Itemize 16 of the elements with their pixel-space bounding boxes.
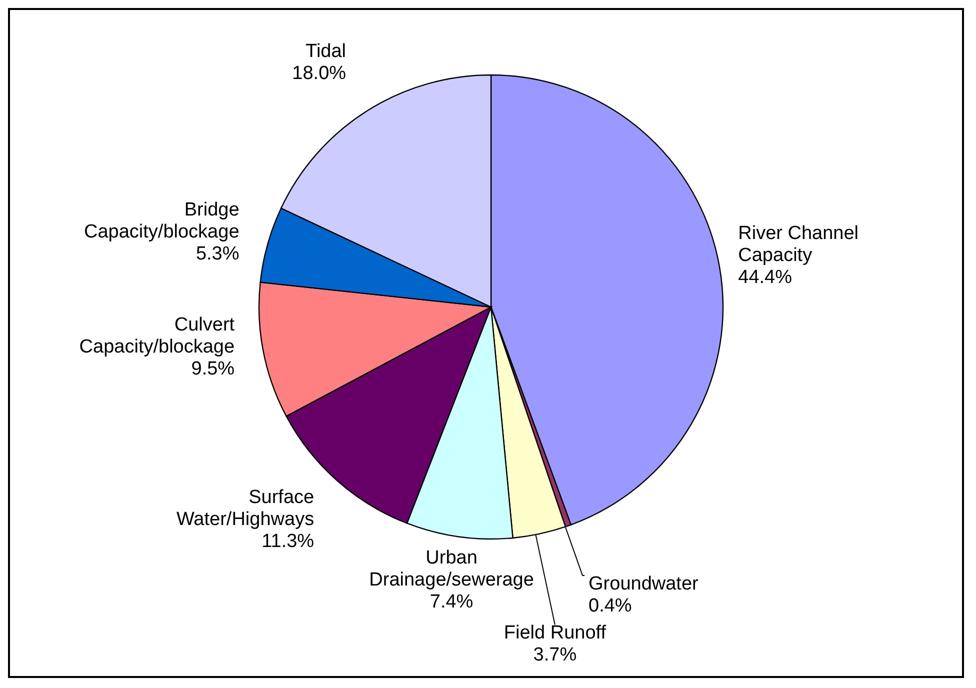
slice-label: Urban Drainage/sewerage xyxy=(369,548,534,591)
data-label: 11.3% xyxy=(262,531,314,552)
data-label: 18.0% xyxy=(292,62,346,84)
slice-label: Bridge Capacity/blockage xyxy=(84,200,240,243)
data-label: 9.5% xyxy=(191,358,235,380)
slice-label: Tidal xyxy=(306,40,346,62)
data-label: 5.3% xyxy=(196,244,240,265)
slice-label: Culvert Capacity/blockage xyxy=(79,314,236,358)
slice-label: Groundwater xyxy=(588,573,700,594)
data-label: 0.4% xyxy=(588,595,632,616)
data-label: 44.4% xyxy=(738,267,792,288)
slice-label: Field Runoff xyxy=(504,622,607,644)
data-label: 3.7% xyxy=(533,644,577,666)
slice-label: Surface Water/Highways xyxy=(176,487,314,530)
slice-label: River Channel Capacity xyxy=(738,223,859,266)
data-label: 7.4% xyxy=(430,592,474,613)
